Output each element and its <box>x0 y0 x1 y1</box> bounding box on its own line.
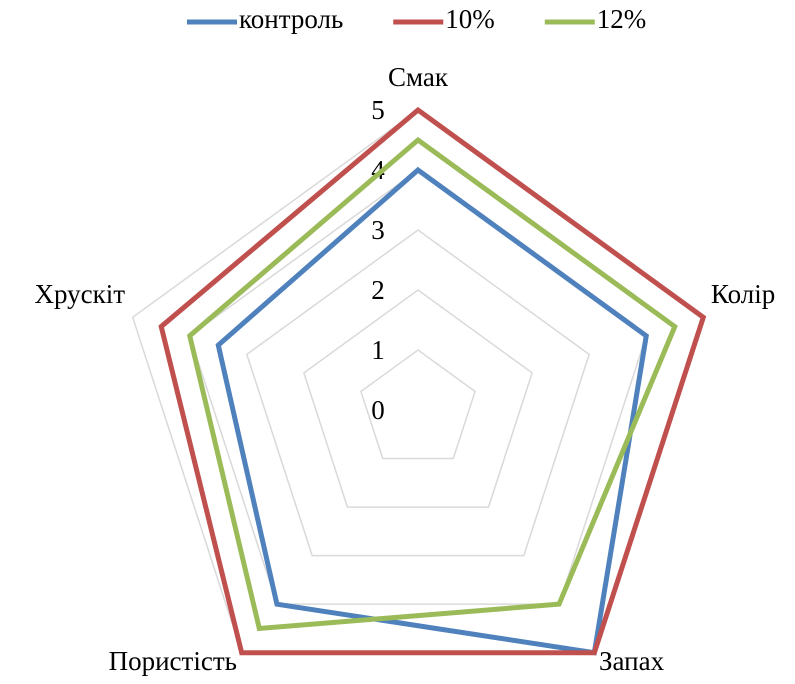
legend-item: 10% <box>393 4 495 34</box>
series-line <box>215 166 649 656</box>
r-tick-label: 5 <box>371 95 385 125</box>
r-tick-label: 3 <box>371 215 385 245</box>
legend-label: 12% <box>597 4 647 34</box>
series-line <box>186 136 678 632</box>
category-label: Смак <box>388 62 449 92</box>
legend-item: 12% <box>544 4 647 34</box>
legend-label: контроль <box>239 4 343 34</box>
category-label: Запах <box>599 646 665 676</box>
legend-label: 10% <box>445 4 495 34</box>
grid-ring <box>245 229 591 557</box>
r-tick-label: 1 <box>371 335 385 365</box>
grid-ring <box>360 349 476 460</box>
category-label: Колір <box>711 279 775 309</box>
category-label: Пористість <box>109 646 237 676</box>
series-line <box>158 106 707 656</box>
legend-item: контроль <box>187 4 343 34</box>
grid-ring <box>131 109 705 654</box>
r-tick-label: 2 <box>371 275 385 305</box>
grid-ring <box>302 289 534 508</box>
category-label: Хрускіт <box>35 279 126 309</box>
r-tick-label: 0 <box>371 395 385 425</box>
